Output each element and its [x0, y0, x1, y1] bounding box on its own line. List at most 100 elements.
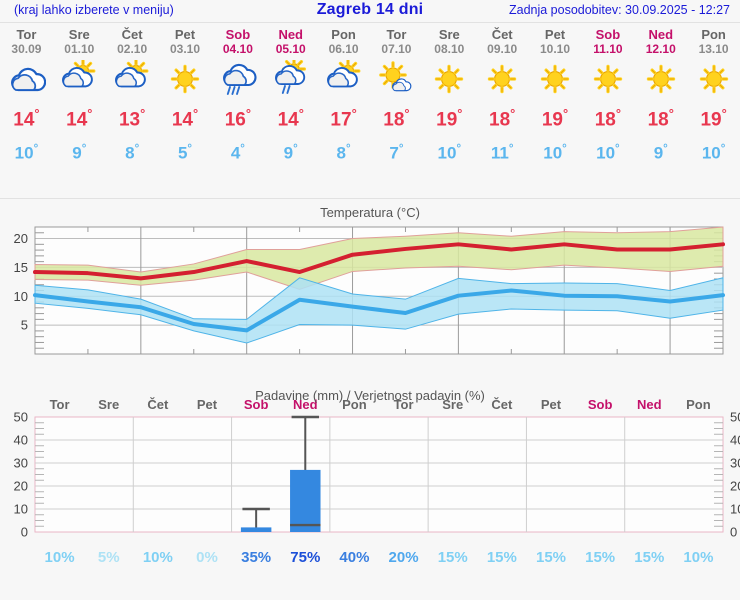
temp-min: 9°	[72, 143, 87, 163]
temp-max: 14°	[66, 106, 93, 131]
day-column[interactable]: Ned 05.10 14° 9°	[264, 27, 317, 168]
temp-max: 14°	[13, 106, 40, 131]
svg-text:0: 0	[730, 525, 737, 540]
day-column[interactable]: Pon 06.10 17° 8°	[317, 27, 370, 168]
day-date: 08.10	[434, 42, 465, 56]
day-name: Čet	[491, 27, 513, 42]
day-column[interactable]: Ned 12.10 18° 9°	[634, 27, 687, 168]
svg-text:40: 40	[14, 433, 28, 448]
day-name: Tor	[386, 27, 407, 42]
temp-max: 18°	[489, 106, 516, 131]
day-date: 09.10	[487, 42, 518, 56]
day-date: 02.10	[117, 42, 148, 56]
svg-text:10%: 10%	[45, 549, 75, 566]
temperature-chart-title: Temperatura (°C)	[320, 205, 420, 220]
forecast-day-strip: Tor 30.09 14° 10° Sre 01.10 14° 9° Čet 02.10 13…	[0, 23, 740, 199]
svg-text:5%: 5%	[98, 549, 120, 566]
day-column[interactable]: Sob 11.10 18° 10°	[581, 27, 634, 168]
svg-text:0%: 0%	[196, 549, 218, 566]
svg-text:Tor: Tor	[50, 397, 70, 412]
temp-max: 18°	[383, 106, 410, 131]
svg-text:35%: 35%	[241, 549, 271, 566]
precipitation-plot: Tor Sre Čet Pet Sob Ned Pon Tor Sre Čet Pet Sob Ned P…	[14, 397, 740, 566]
sunny-icon	[634, 59, 687, 99]
sunny-icon	[159, 59, 212, 99]
day-column[interactable]: Sob 04.10 16° 4°	[211, 27, 264, 168]
day-name: Sre	[438, 27, 460, 42]
day-name: Pet	[544, 27, 566, 42]
svg-text:Pet: Pet	[197, 397, 218, 412]
rain-icon	[211, 59, 264, 99]
day-column[interactable]: Sre 08.10 19° 10°	[423, 27, 476, 168]
day-name: Pon	[701, 27, 726, 42]
temp-min: 10°	[596, 143, 620, 163]
svg-text:10%: 10%	[683, 549, 713, 566]
sunny-icon	[581, 59, 634, 99]
day-name: Sre	[68, 27, 90, 42]
partly-sunny-icon	[53, 59, 106, 99]
precipitation-chart-title: Padavine (mm) / Verjetnost padavin (%)	[255, 388, 485, 403]
day-name: Sob	[225, 27, 251, 42]
day-date: 12.10	[645, 42, 676, 56]
temp-min: 10°	[437, 143, 462, 163]
temp-min: 5°	[177, 143, 193, 163]
svg-text:40%: 40%	[339, 549, 369, 566]
svg-text:20%: 20%	[389, 549, 419, 566]
day-column[interactable]: Pet 03.10 14° 5°	[159, 27, 212, 168]
svg-text:30: 30	[730, 456, 740, 471]
day-column[interactable]: Pet 10.10 19° 10°	[529, 27, 582, 168]
temp-max: 18°	[594, 106, 622, 131]
temp-min: 9°	[653, 143, 668, 163]
temp-min: 8°	[336, 143, 351, 163]
svg-text:20: 20	[14, 231, 28, 246]
temp-max: 14°	[171, 106, 199, 131]
svg-text:Pon: Pon	[686, 397, 711, 412]
day-column[interactable]: Tor 07.10 18° 7°	[370, 27, 423, 168]
sunny-icon	[687, 59, 740, 99]
day-name: Sob	[595, 27, 621, 42]
temp-min: 10°	[701, 143, 726, 163]
precipitation-chart: Padavine (mm) / Verjetnost padavin (%) T…	[0, 384, 740, 577]
day-date: 04.10	[222, 42, 253, 56]
day-name: Ned	[278, 27, 303, 42]
temp-min: 10°	[14, 143, 39, 163]
day-column[interactable]: Tor 30.09 14° 10°	[0, 27, 53, 168]
svg-text:50: 50	[14, 410, 28, 425]
temp-min: 11°	[490, 143, 514, 163]
temperature-plot: 5 10 15 20	[14, 226, 725, 355]
day-name: Pon	[331, 27, 356, 42]
day-column[interactable]: Čet 09.10 18° 11°	[476, 27, 529, 168]
svg-text:10: 10	[14, 289, 28, 304]
svg-text:Ned: Ned	[637, 397, 662, 412]
svg-text:15%: 15%	[487, 549, 517, 566]
temp-max: 19°	[436, 106, 463, 131]
day-column[interactable]: Sre 01.10 14° 9°	[53, 27, 106, 168]
temp-min: 9°	[283, 143, 298, 163]
svg-text:Pet: Pet	[541, 397, 562, 412]
page-title: Zagreb 14 dni	[316, 1, 424, 18]
day-date: 10.10	[540, 42, 571, 56]
partly-sunny-icon	[106, 59, 159, 99]
sun-small-cloud-icon	[370, 59, 423, 99]
svg-text:75%: 75%	[290, 549, 320, 566]
day-date: 30.09	[11, 42, 42, 56]
day-date: 11.10	[593, 42, 623, 56]
svg-text:20: 20	[730, 479, 740, 494]
last-updated: Zadnja posodobitev: 30.09.2025 - 12:27	[508, 3, 730, 17]
svg-text:20: 20	[14, 479, 28, 494]
svg-text:Čet: Čet	[147, 397, 169, 412]
sun-rain-icon	[264, 59, 317, 99]
day-name: Čet	[121, 27, 143, 42]
temp-max: 18°	[647, 106, 674, 131]
partly-sunny-icon	[317, 59, 370, 99]
day-column[interactable]: Pon 13.10 19° 10°	[687, 27, 740, 168]
svg-text:Sob: Sob	[588, 397, 613, 412]
day-column[interactable]: Čet 02.10 13° 8°	[106, 27, 159, 168]
svg-text:10%: 10%	[143, 549, 173, 566]
day-date: 05.10	[275, 42, 306, 56]
temp-max: 19°	[700, 106, 727, 131]
svg-text:Tor: Tor	[394, 397, 414, 412]
day-name: Ned	[648, 27, 674, 42]
day-date: 13.10	[698, 42, 729, 56]
